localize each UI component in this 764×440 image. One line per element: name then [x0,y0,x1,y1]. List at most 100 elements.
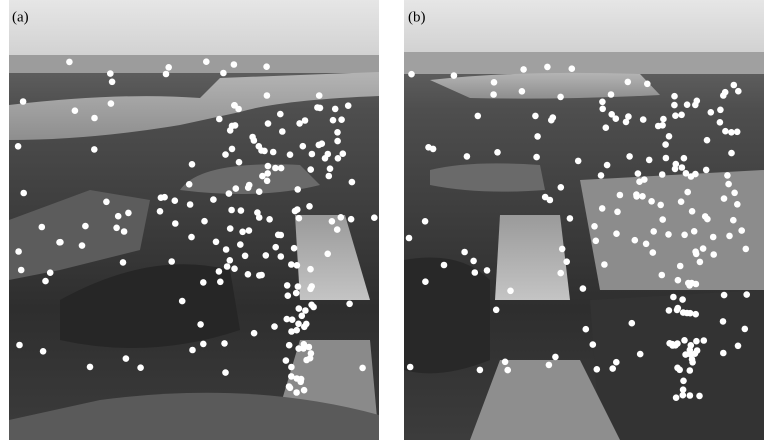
feature-point [295,283,302,290]
feature-point [557,94,564,101]
feature-point [216,116,223,123]
feature-point [441,262,448,269]
feature-point [266,216,273,223]
feature-point [278,165,285,172]
feature-point [675,277,682,284]
feature-point [696,393,703,400]
feature-point [293,389,300,396]
feature-point [559,246,566,253]
feature-point [121,228,128,235]
feature-point [722,128,729,135]
feature-point [673,394,680,401]
feature-point [625,79,632,86]
feature-point [670,294,677,301]
feature-point [422,218,429,225]
feature-point [666,133,673,140]
feature-point [309,151,316,158]
feature-point [614,209,621,216]
feature-point [113,225,120,232]
feature-point [359,365,366,372]
feature-point [287,385,294,392]
feature-point [472,269,479,276]
feature-point [717,119,724,126]
feature-point [640,116,647,123]
feature-point [296,305,303,312]
feature-point [569,65,576,72]
feature-point [601,261,608,268]
feature-point [678,198,685,205]
feature-point [671,102,678,109]
feature-point [430,146,437,153]
feature-point [334,138,341,145]
feature-point [258,272,265,279]
feature-point [87,364,94,371]
feature-point [702,213,709,220]
feature-point [603,124,610,131]
feature-point [222,151,229,158]
feature-point [284,316,291,323]
feature-point [296,120,303,127]
feature-point [703,167,710,174]
feature-point [533,154,540,161]
feature-point [203,58,210,65]
feature-point [327,165,334,172]
feature-point [47,269,54,276]
feature-point [263,63,270,70]
feature-point [220,70,227,77]
feature-point [200,279,207,286]
feature-point [187,201,194,208]
feature-point [519,88,526,95]
feature-point [660,116,667,123]
feature-point [484,267,491,274]
feature-point [334,129,341,136]
feature-point [294,206,301,213]
feature-point [303,357,310,364]
feature-point [293,290,300,297]
feature-point [731,82,738,89]
feature-point [222,369,229,376]
feature-point [650,249,657,256]
feature-point [678,112,685,119]
feature-point [550,114,557,121]
feature-point [743,246,750,253]
feature-point [633,191,640,198]
feature-point [265,120,272,127]
feature-point [710,251,717,258]
feature-point [270,149,277,156]
feature-point [210,196,217,203]
feature-point [552,354,559,361]
feature-point [338,214,345,221]
feature-point [284,282,291,289]
feature-point [239,229,246,236]
feature-point [406,235,413,242]
feature-point [335,155,342,162]
feature-point [547,197,554,204]
feature-point [657,202,664,209]
feature-point [708,109,715,116]
feature-point [226,190,233,197]
feature-point [338,116,345,123]
feature-point [599,205,606,212]
feature-point [271,323,278,330]
feature-point [223,246,230,253]
feature-point [598,172,605,179]
feature-point [306,203,313,210]
feature-point [57,239,64,246]
feature-point [659,272,666,279]
feature-point [286,342,293,349]
feature-point [662,141,669,148]
feature-point [299,313,306,320]
feature-point [617,192,624,199]
feature-point [700,245,707,252]
feature-point [346,301,353,308]
feature-point [613,230,620,237]
feature-point [231,61,238,68]
feature-point [673,161,680,168]
feature-point [666,307,673,314]
feature-point [307,166,314,173]
feature-point [264,92,271,99]
feature-point [672,112,679,119]
feature-point [329,218,336,225]
feature-point [717,107,724,114]
feature-point [278,253,285,260]
